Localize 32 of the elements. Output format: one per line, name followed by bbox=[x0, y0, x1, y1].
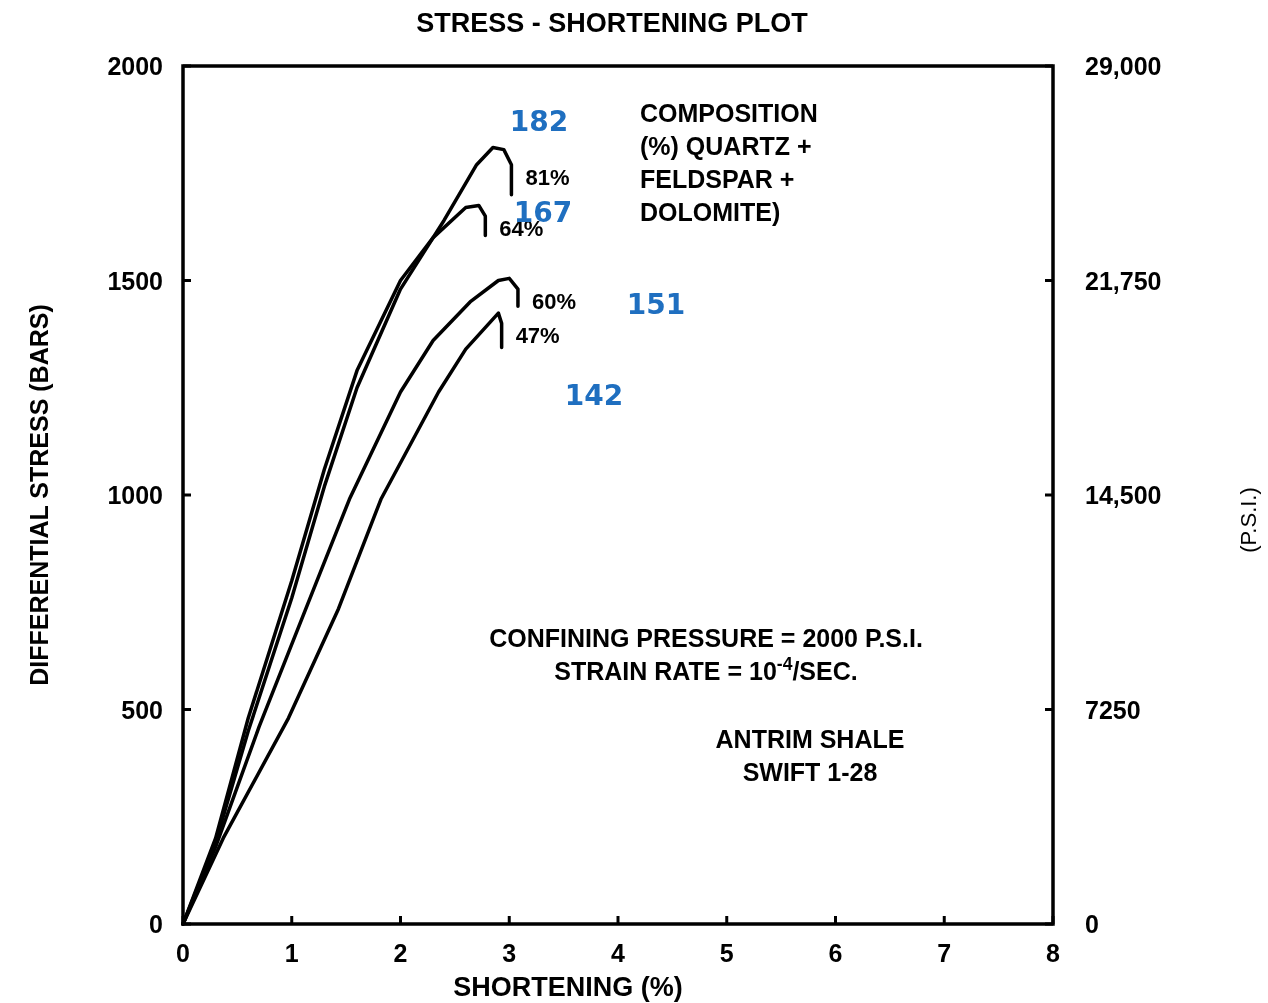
x-tick-label: 5 bbox=[719, 939, 734, 967]
series-label: 81% bbox=[525, 164, 570, 190]
y-tick-label: 500 bbox=[121, 695, 163, 724]
x-tick-label: 1 bbox=[284, 939, 299, 967]
series-label: 47% bbox=[515, 323, 560, 349]
x-tick-label: 7 bbox=[937, 939, 952, 967]
y2-tick-label: 21,750 bbox=[1085, 266, 1162, 295]
y2-tick-label: 7250 bbox=[1085, 695, 1141, 724]
x-tick-label: 8 bbox=[1046, 939, 1061, 967]
y-tick-label: 1000 bbox=[107, 481, 163, 509]
x-tick-label: 3 bbox=[502, 939, 517, 967]
y-axis-title: DIFFERENTIAL STRESS (BARS) bbox=[25, 304, 53, 686]
x-tick-label: 0 bbox=[176, 939, 190, 967]
y2-tick-label: 14,500 bbox=[1085, 481, 1162, 509]
annotation: 182 bbox=[509, 105, 569, 138]
y-tick-label: 1500 bbox=[107, 266, 163, 295]
y-tick-label: 2000 bbox=[107, 52, 163, 80]
annotation: 142 bbox=[564, 379, 624, 412]
series-label: 60% bbox=[531, 289, 576, 315]
y2-tick-label: 29,000 bbox=[1085, 52, 1162, 80]
y-tick-label: 0 bbox=[149, 910, 163, 938]
y2-tick-label: 0 bbox=[1085, 910, 1099, 938]
chart-title: STRESS - SHORTENING PLOT bbox=[416, 8, 809, 38]
annotation: COMPOSITION (%) QUARTZ + FELDSPAR + DOLOMITE) bbox=[640, 99, 818, 226]
annotation: ANTRIM SHALE SWIFT 1-28 bbox=[715, 725, 905, 786]
x-axis-title: SHORTENING (%) bbox=[453, 972, 683, 1002]
y2-axis-title: (P.S.I.) bbox=[1236, 487, 1261, 553]
annotation: 151 bbox=[626, 288, 686, 321]
x-tick-label: 4 bbox=[611, 939, 626, 967]
x-tick-label: 2 bbox=[393, 939, 408, 967]
annotation: CONFINING PRESSURE = 2000 P.S.I. STRAIN RATE = 10$^{-4}$/SEC. bbox=[489, 624, 923, 685]
x-tick-label: 6 bbox=[828, 939, 843, 967]
